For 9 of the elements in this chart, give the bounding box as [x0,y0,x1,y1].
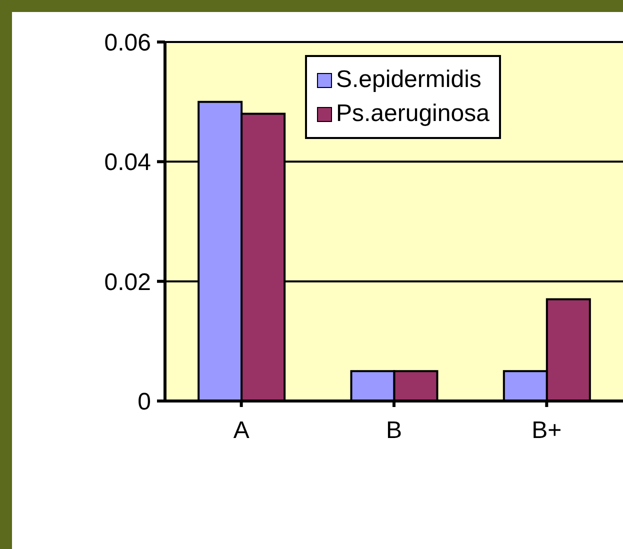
y-tick-label: 0 [138,388,151,416]
y-tick-label: 0.02 [104,268,151,296]
x-tick-label: B [386,417,402,444]
y-tick-label: 0.04 [104,149,151,176]
x-tick-label: B+ [532,417,562,444]
legend-label: Ps.aeruginosa [336,99,490,129]
x-tick-label: A [233,417,250,444]
y-tick-label: 0.06 [104,30,151,57]
legend-label: S.epidermidis [336,65,482,95]
